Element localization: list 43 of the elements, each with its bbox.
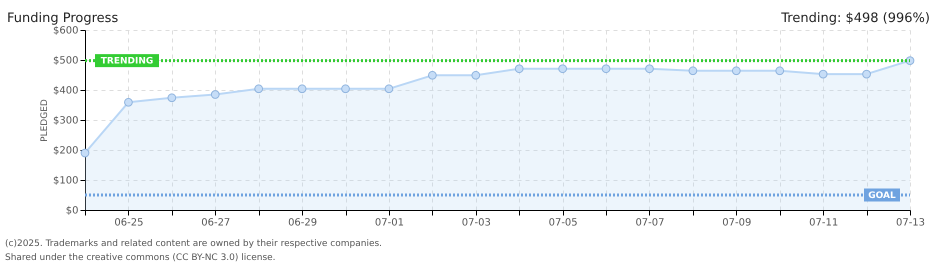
point (167, 93, 176, 102)
y-tick-label: $0 (66, 206, 78, 216)
x-tick-label: 06-29 (288, 218, 318, 228)
ref-line-label: TRENDING (100, 56, 154, 67)
point (688, 66, 698, 76)
y-tick-label: $600 (53, 26, 78, 36)
point (341, 84, 350, 94)
point (428, 70, 437, 80)
point (80, 148, 90, 158)
point (298, 84, 306, 94)
x-tick-label: 07-13 (896, 218, 926, 228)
x-tick-label: 07-09 (722, 218, 752, 228)
point (471, 70, 480, 80)
x-tick-label: 07-05 (548, 218, 578, 228)
chart-title: Funding Progress (7, 11, 118, 26)
y-tick-label: $400 (53, 86, 78, 96)
point (514, 64, 524, 74)
x-tick-label: 07-03 (462, 218, 491, 228)
text: Trending: $498 (996%) (780, 11, 930, 26)
point (775, 66, 784, 76)
point (124, 98, 133, 107)
point (732, 66, 741, 76)
point (558, 64, 568, 74)
text: (c)2025. Trademarks and related content are owned by their respective companies. (5, 239, 382, 249)
point (645, 64, 654, 74)
point (254, 84, 264, 94)
y-tick-label: $300 (53, 116, 78, 126)
y-tick-label: $500 (53, 56, 78, 66)
point (862, 70, 871, 78)
y-tick-label: $200 (53, 146, 78, 156)
x-tick-label: 06-27 (201, 218, 230, 228)
x-tick-label: 06-25 (114, 218, 144, 228)
x-tick-label: 07-07 (635, 218, 665, 228)
point (384, 84, 394, 94)
point (602, 64, 610, 74)
x-tick-label: 07-01 (374, 218, 404, 228)
y-tick-label: $100 (53, 176, 78, 186)
y-axis-title: PLEDGED (40, 99, 50, 142)
ref-line-label: GOAL (868, 191, 896, 201)
x-tick-label: 07-11 (809, 218, 838, 228)
point (210, 90, 220, 99)
text: Shared under the creative commons (CC BY-NC 3.0) license. (5, 253, 276, 263)
point (818, 70, 828, 78)
